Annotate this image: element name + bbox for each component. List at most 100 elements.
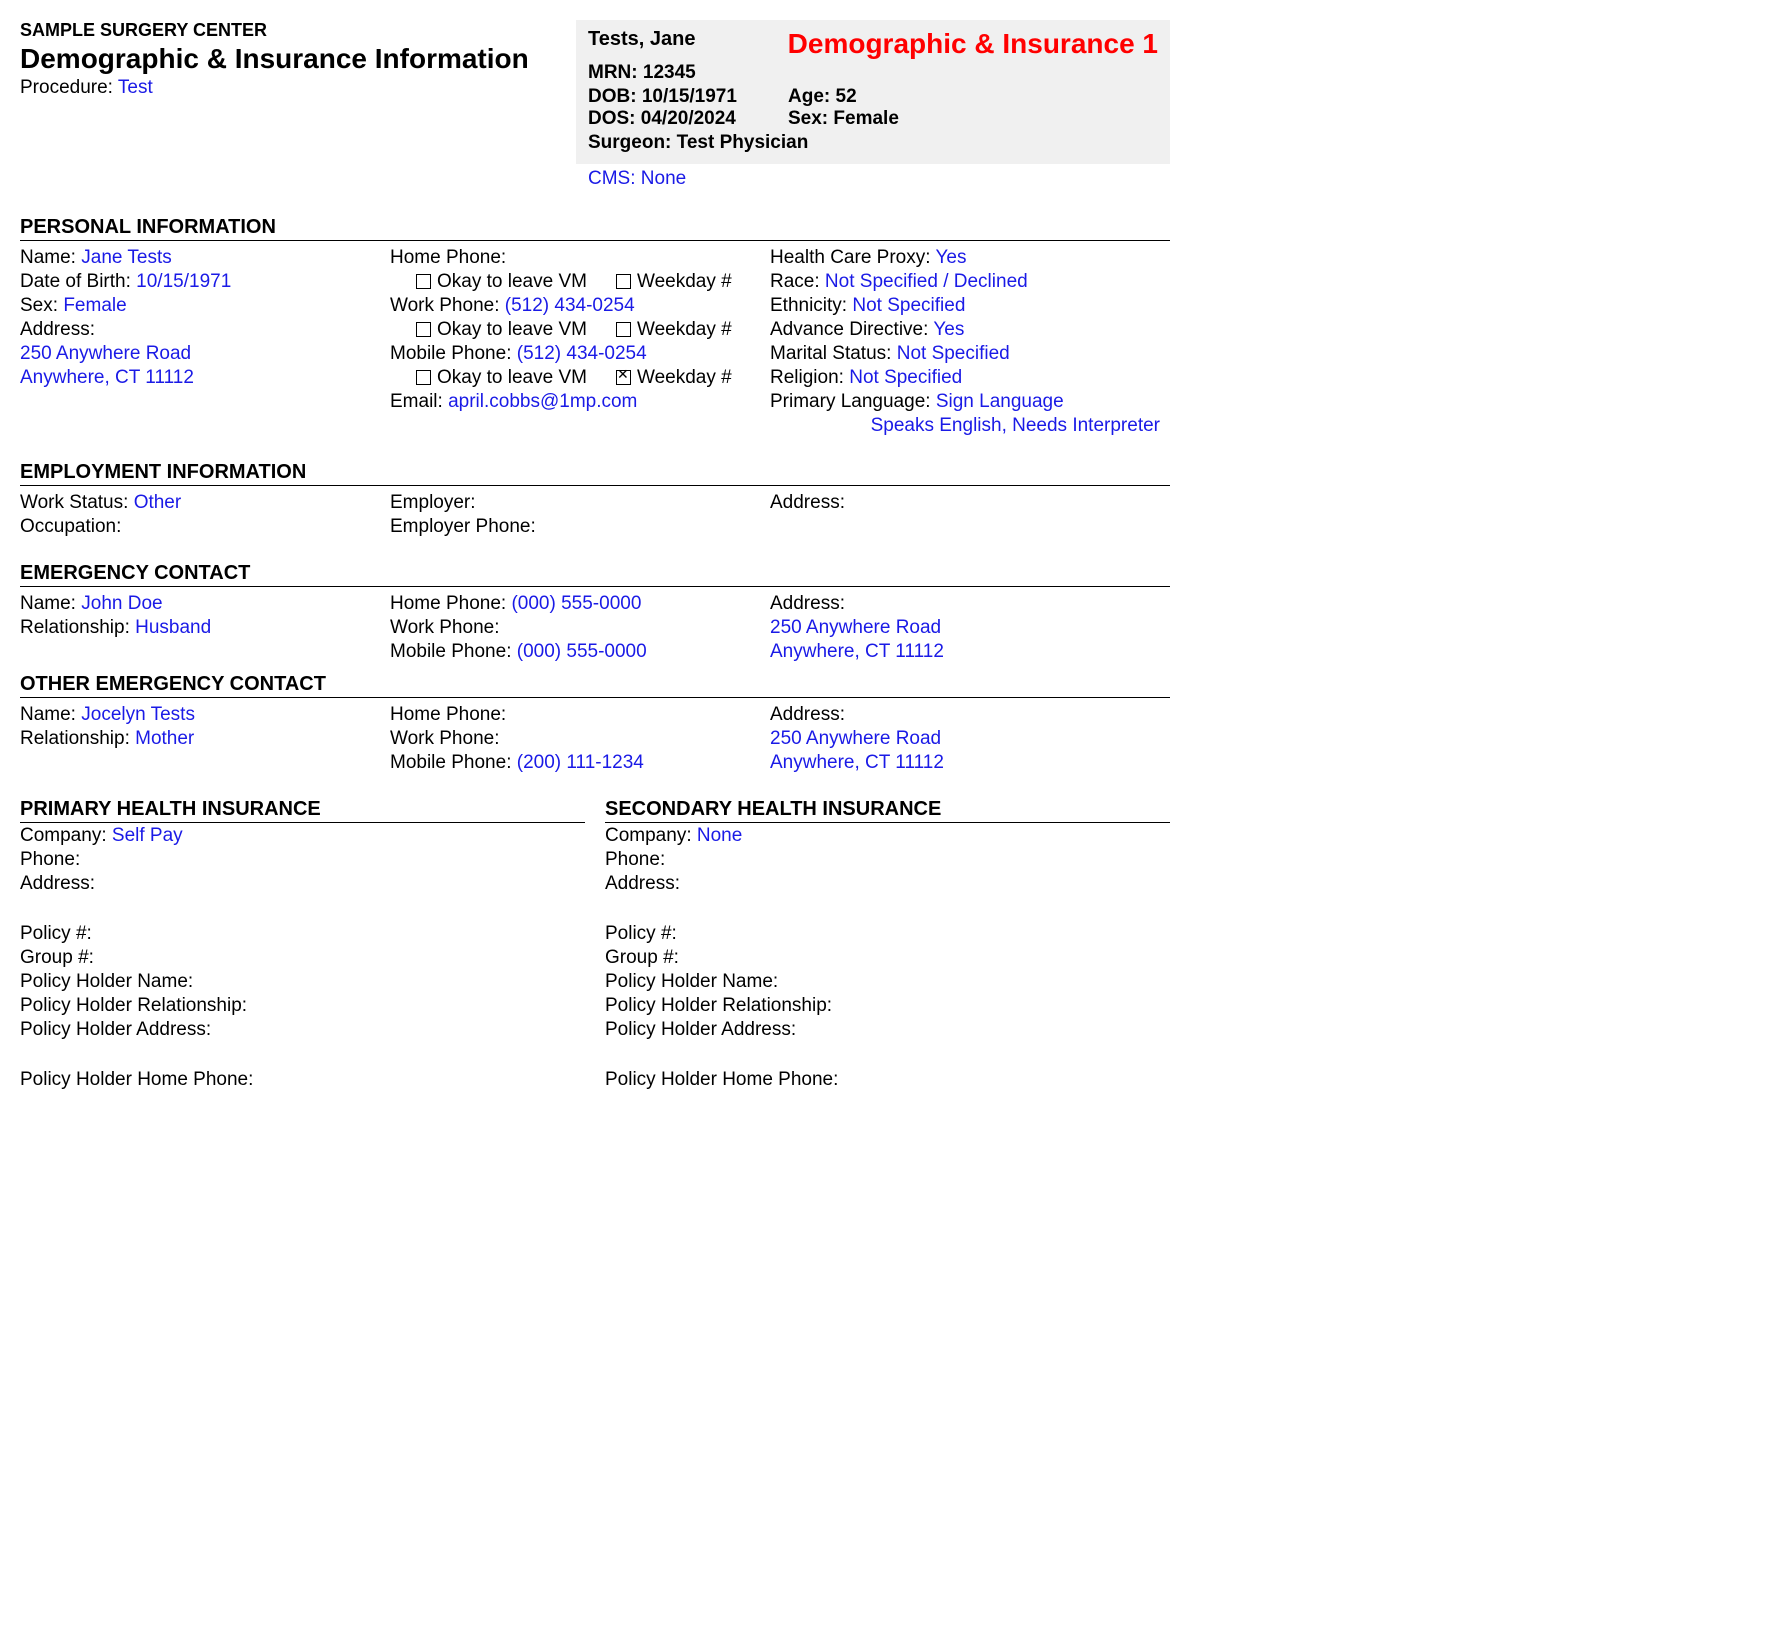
primary-ins-title: PRIMARY HEALTH INSURANCE bbox=[20, 798, 585, 823]
cms-line: CMS: None bbox=[576, 164, 1170, 194]
pi-work-label: Work Phone: bbox=[390, 295, 499, 316]
procedure-label: Procedure: bbox=[20, 77, 113, 98]
insurance-row: PRIMARY HEALTH INSURANCE Company: Self P… bbox=[20, 798, 1170, 1093]
eth-label: Ethnicity: bbox=[770, 295, 847, 316]
ec-work-label: Work Phone: bbox=[390, 617, 499, 638]
employment-section: Work Status: Other Occupation: Employer:… bbox=[20, 490, 1170, 540]
oec-addr2: Anywhere, CT 11112 bbox=[770, 752, 1160, 774]
oec-addr-label: Address: bbox=[770, 704, 845, 725]
pi-addr-label: Address: bbox=[20, 873, 585, 895]
dos-label: DOS: bbox=[588, 108, 636, 129]
pi-sex: Female bbox=[63, 295, 126, 316]
vm-text: Okay to leave VM bbox=[437, 271, 587, 292]
pi-name-label: Name: bbox=[20, 247, 76, 268]
pi-policy-label: Policy #: bbox=[20, 923, 585, 945]
procedure-value: Test bbox=[118, 77, 153, 98]
surgeon-label: Surgeon: bbox=[588, 132, 671, 153]
secondary-insurance: SECONDARY HEALTH INSURANCE Company: None… bbox=[605, 798, 1170, 1093]
oec-rel: Mother bbox=[135, 728, 194, 749]
si-holder-home-label: Policy Holder Home Phone: bbox=[605, 1069, 1170, 1091]
header: SAMPLE SURGERY CENTER Demographic & Insu… bbox=[20, 20, 1170, 194]
si-group-label: Group #: bbox=[605, 947, 1170, 969]
patient-name: Tests, Jane bbox=[588, 28, 695, 51]
emp-status-label: Work Status: bbox=[20, 492, 128, 513]
dob-label: DOB: bbox=[588, 86, 637, 107]
lang-note: Speaks English, Needs Interpreter bbox=[770, 415, 1160, 437]
header-left: SAMPLE SURGERY CENTER Demographic & Insu… bbox=[20, 20, 576, 99]
emp-occ-label: Occupation: bbox=[20, 516, 121, 537]
pi-mobile-label: Mobile Phone: bbox=[390, 343, 511, 364]
stamp-title: Demographic & Insurance 1 bbox=[788, 28, 1158, 60]
oec-mobile: (200) 111-1234 bbox=[517, 752, 644, 773]
secondary-ins-title: SECONDARY HEALTH INSURANCE bbox=[605, 798, 1170, 823]
ec-name-label: Name: bbox=[20, 593, 76, 614]
mrn-label: MRN: bbox=[588, 62, 638, 83]
pi-company-label: Company: bbox=[20, 825, 107, 846]
pi-addr2: Anywhere, CT 11112 bbox=[20, 367, 380, 389]
document-title: Demographic & Insurance Information bbox=[20, 43, 576, 75]
cms-value: None bbox=[641, 168, 686, 189]
ec-home-label: Home Phone: bbox=[390, 593, 506, 614]
oec-addr1: 250 Anywhere Road bbox=[770, 728, 1160, 750]
ec-rel-label: Relationship: bbox=[20, 617, 130, 638]
age-value: 52 bbox=[836, 86, 857, 107]
pi-work: (512) 434-0254 bbox=[505, 295, 635, 316]
religion-value: Not Specified bbox=[849, 367, 962, 388]
pi-addr1: 250 Anywhere Road bbox=[20, 343, 380, 365]
home-vm-checkbox[interactable] bbox=[416, 274, 431, 289]
dob-value: 10/15/1971 bbox=[642, 86, 737, 107]
wk-text: Weekday # bbox=[637, 271, 732, 292]
pi-email: april.cobbs@1mp.com bbox=[448, 391, 637, 412]
home-wk-checkbox[interactable] bbox=[616, 274, 631, 289]
eth-value: Not Specified bbox=[852, 295, 965, 316]
si-phone-label: Phone: bbox=[605, 849, 1170, 871]
ec-rel: Husband bbox=[135, 617, 211, 638]
sex-label: Sex: bbox=[788, 108, 828, 129]
procedure-line: Procedure: Test bbox=[20, 77, 576, 99]
oec-mobile-label: Mobile Phone: bbox=[390, 752, 511, 773]
emergency-section: Name: John Doe Relationship: Husband Hom… bbox=[20, 591, 1170, 665]
pi-dob: 10/15/1971 bbox=[136, 271, 231, 292]
lang-label: Primary Language: bbox=[770, 391, 931, 412]
si-holder-name-label: Policy Holder Name: bbox=[605, 971, 1170, 993]
work-wk-checkbox[interactable] bbox=[616, 322, 631, 337]
si-addr-label: Address: bbox=[605, 873, 1170, 895]
emp-status: Other bbox=[134, 492, 182, 513]
dos-value: 04/20/2024 bbox=[641, 108, 736, 129]
age-label: Age: bbox=[788, 86, 830, 107]
emp-phone-label: Employer Phone: bbox=[390, 516, 536, 537]
pi-home-label: Home Phone: bbox=[390, 247, 506, 268]
oec-rel-label: Relationship: bbox=[20, 728, 130, 749]
race-label: Race: bbox=[770, 271, 820, 292]
ec-mobile: (000) 555-0000 bbox=[517, 641, 647, 662]
ec-name: John Doe bbox=[81, 593, 162, 614]
proxy-value: Yes bbox=[935, 247, 966, 268]
mrn-value: 12345 bbox=[643, 62, 696, 83]
adv-label: Advance Directive: bbox=[770, 319, 928, 340]
oec-name-label: Name: bbox=[20, 704, 76, 725]
pi-addr-label: Address: bbox=[20, 319, 95, 340]
si-holder-addr-label: Policy Holder Address: bbox=[605, 1019, 1170, 1041]
facility-name: SAMPLE SURGERY CENTER bbox=[20, 20, 576, 41]
si-policy-label: Policy #: bbox=[605, 923, 1170, 945]
mobile-vm-checkbox[interactable] bbox=[416, 370, 431, 385]
ec-addr-label: Address: bbox=[770, 593, 845, 614]
oec-work-label: Work Phone: bbox=[390, 728, 499, 749]
work-vm-checkbox[interactable] bbox=[416, 322, 431, 337]
pi-mobile: (512) 434-0254 bbox=[517, 343, 647, 364]
sex-value: Female bbox=[833, 108, 898, 129]
ec-addr1: 250 Anywhere Road bbox=[770, 617, 1160, 639]
race-value: Not Specified / Declined bbox=[825, 271, 1028, 292]
pi-holder-rel-label: Policy Holder Relationship: bbox=[20, 995, 585, 1017]
marital-value: Not Specified bbox=[897, 343, 1010, 364]
si-company-label: Company: bbox=[605, 825, 692, 846]
oec-home-label: Home Phone: bbox=[390, 704, 506, 725]
pi-holder-addr-label: Policy Holder Address: bbox=[20, 1019, 585, 1041]
ec-mobile-label: Mobile Phone: bbox=[390, 641, 511, 662]
primary-insurance: PRIMARY HEALTH INSURANCE Company: Self P… bbox=[20, 798, 605, 1093]
pi-company: Self Pay bbox=[112, 825, 183, 846]
other-emergency-section: Name: Jocelyn Tests Relationship: Mother… bbox=[20, 702, 1170, 776]
religion-label: Religion: bbox=[770, 367, 844, 388]
mobile-wk-checkbox[interactable] bbox=[616, 370, 631, 385]
personal-section: Name: Jane Tests Date of Birth: 10/15/19… bbox=[20, 245, 1170, 439]
